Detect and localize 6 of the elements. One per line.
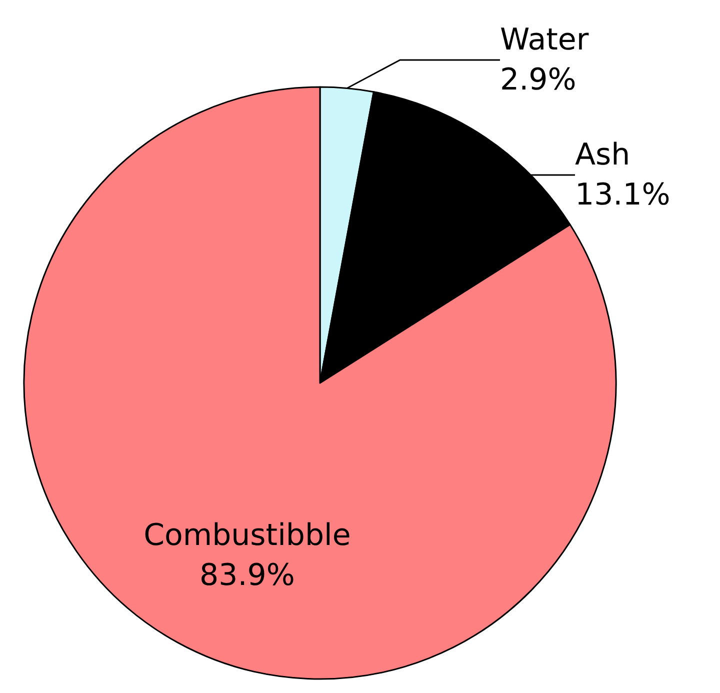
slice-label: Water — [500, 22, 590, 58]
data-label: 83.9% — [200, 558, 295, 593]
data-label: 13.1% — [575, 178, 670, 212]
data-label: 2.9% — [500, 62, 576, 98]
slice-label: Combustibble — [144, 518, 351, 553]
slice-label: Ash — [575, 138, 630, 172]
